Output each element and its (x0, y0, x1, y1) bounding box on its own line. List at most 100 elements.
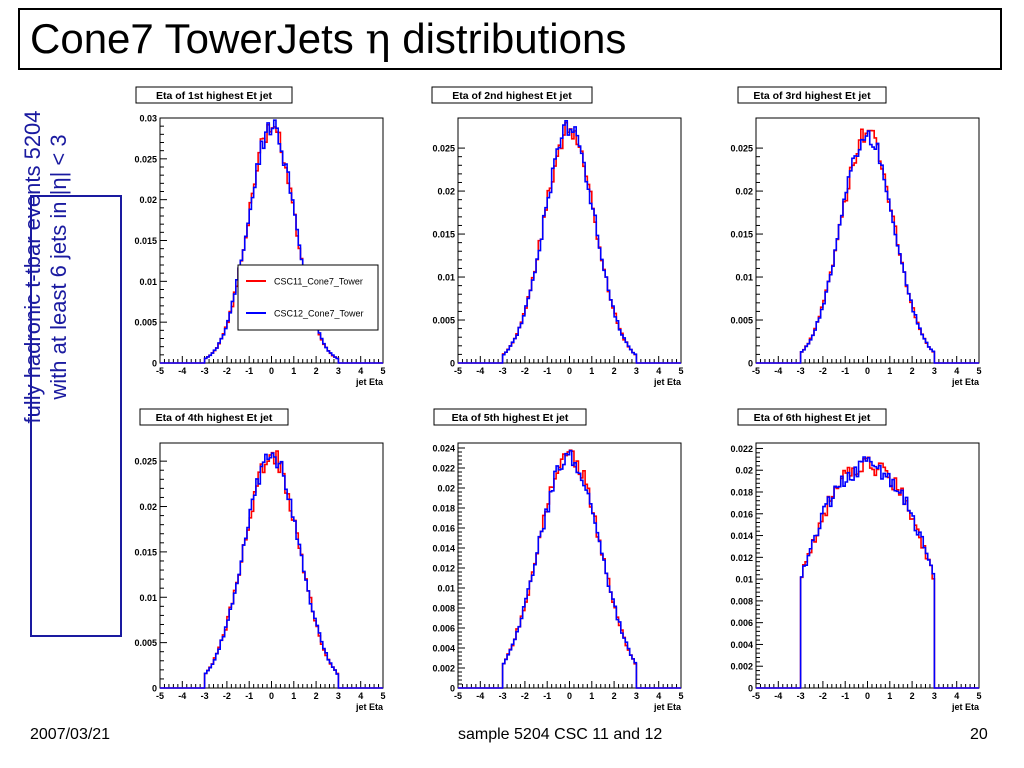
x-tick-label: -1 (245, 366, 253, 376)
y-tick-label: 0 (748, 359, 753, 369)
histogram-panel-1: Eta of 1st highest Et jet 0 0.005 0.01 0.015… (134, 86, 386, 387)
y-tick-label: 0.018 (730, 488, 753, 498)
plot-title: Eta of 3rd highest Et jet (753, 90, 871, 102)
plot-title: Eta of 6th highest Et jet (754, 412, 871, 424)
y-tick-label: 0.012 (730, 553, 753, 563)
plot-title-box (433, 408, 587, 426)
x-tick-label: -3 (499, 691, 507, 701)
x-tick-label: 4 (358, 691, 363, 701)
histogram-series-csc12 (458, 449, 681, 689)
y-tick-label: 0.015 (134, 547, 157, 557)
x-tick-label: -4 (178, 691, 186, 701)
plot-frame (457, 442, 682, 689)
title-main: Cone7 TowerJets (30, 15, 366, 62)
x-tick-label: -1 (841, 366, 849, 376)
x-axis-label: jet Eta (951, 702, 980, 712)
y-tick-label: 0.025 (134, 457, 157, 467)
histogram-panel-6: Eta of 6th highest Et jet 0 0.002 0.004 0.00… (730, 408, 982, 712)
x-tick-label: 2 (612, 366, 617, 376)
x-tick-label: 1 (291, 366, 296, 376)
y-tick-label: 0.005 (730, 316, 753, 326)
x-tick-label: 1 (887, 366, 892, 376)
y-tick-label: 0 (748, 684, 753, 694)
title-rest: distributions (390, 15, 627, 62)
histogram-series-csc12 (160, 452, 383, 689)
x-tick-label: 1 (589, 366, 594, 376)
legend-box (237, 264, 379, 331)
y-tick-label: 0.025 (432, 144, 455, 154)
y-tick-label: 0.025 (730, 144, 753, 154)
x-tick-label: -2 (521, 366, 529, 376)
y-tick-label: 0.022 (730, 444, 753, 454)
y-tick-label: 0.008 (730, 596, 753, 606)
x-tick-label: -1 (543, 366, 551, 376)
x-tick-label: 2 (612, 691, 617, 701)
y-tick-label: 0.014 (432, 544, 455, 554)
y-tick-label: 0.02 (735, 466, 753, 476)
x-tick-label: 0 (567, 691, 572, 701)
x-tick-label: 3 (634, 691, 639, 701)
x-tick-label: 1 (589, 691, 594, 701)
x-tick-label: 1 (887, 691, 892, 701)
x-tick-label: 0 (865, 691, 870, 701)
x-tick-label: 4 (656, 366, 661, 376)
y-tick-label: 0.005 (432, 316, 455, 326)
y-tick-label: 0.01 (437, 584, 455, 594)
x-tick-label: 1 (291, 691, 296, 701)
histogram-panel-3: Eta of 3rd highest Et jet 0 0.005 0.01 0.015… (730, 86, 982, 387)
y-tick-label: 0.006 (730, 618, 753, 628)
x-tick-label: 4 (656, 691, 661, 701)
x-axis-label: jet Eta (951, 377, 980, 387)
y-tick-label: 0.014 (730, 531, 753, 541)
x-tick-label: -1 (543, 691, 551, 701)
x-tick-label: 3 (336, 691, 341, 701)
x-tick-label: 5 (976, 691, 981, 701)
y-tick-label: 0.025 (134, 154, 157, 164)
x-tick-label: 5 (678, 366, 683, 376)
y-tick-label: 0.015 (730, 230, 753, 240)
plot-title: Eta of 1st highest Et jet (156, 90, 273, 102)
plot-title: Eta of 4th highest Et jet (156, 412, 273, 424)
plot-title-box (737, 86, 887, 104)
x-tick-label: -2 (223, 366, 231, 376)
x-tick-label: 0 (269, 691, 274, 701)
histogram-series-csc12 (160, 119, 383, 364)
plot-frame (159, 442, 384, 689)
y-tick-label: 0.002 (730, 662, 753, 672)
x-tick-label: -2 (819, 691, 827, 701)
x-tick-label: -2 (819, 366, 827, 376)
y-tick-label: 0.022 (432, 464, 455, 474)
histogram-panel-2: Eta of 2nd highest Et jet 0 0.005 0.01 0.015… (431, 86, 684, 387)
x-tick-label: -4 (178, 366, 186, 376)
y-tick-label: 0.015 (432, 230, 455, 240)
y-tick-label: 0.01 (139, 593, 157, 603)
x-tick-label: 3 (932, 691, 937, 701)
y-tick-label: 0.01 (735, 575, 753, 585)
x-axis-label: jet Eta (653, 702, 682, 712)
x-tick-label: -5 (752, 691, 760, 701)
x-tick-label: 2 (314, 366, 319, 376)
y-tick-label: 0 (152, 359, 157, 369)
x-tick-label: 3 (932, 366, 937, 376)
x-tick-label: 0 (865, 366, 870, 376)
y-tick-label: 0.016 (432, 524, 455, 534)
x-tick-label: 3 (634, 366, 639, 376)
y-tick-label: 0.002 (432, 664, 455, 674)
x-tick-label: -3 (797, 366, 805, 376)
x-tick-label: -2 (521, 691, 529, 701)
y-tick-label: 0.024 (432, 444, 455, 454)
legend-entry-label: CSC11_Cone7_Tower (274, 277, 363, 287)
title-eta-symbol: η (365, 14, 391, 63)
x-tick-label: -3 (201, 366, 209, 376)
plot-title: Eta of 2nd highest Et jet (452, 90, 572, 102)
y-tick-label: 0.015 (134, 236, 157, 246)
x-tick-label: -3 (201, 691, 209, 701)
y-tick-label: 0.01 (139, 277, 157, 287)
plot-title: Eta of 5th highest Et jet (452, 412, 569, 424)
y-tick-label: 0.018 (432, 504, 455, 514)
x-tick-label: -5 (156, 691, 164, 701)
x-tick-label: -5 (454, 366, 462, 376)
y-tick-label: 0 (450, 359, 455, 369)
x-tick-label: 4 (954, 366, 959, 376)
